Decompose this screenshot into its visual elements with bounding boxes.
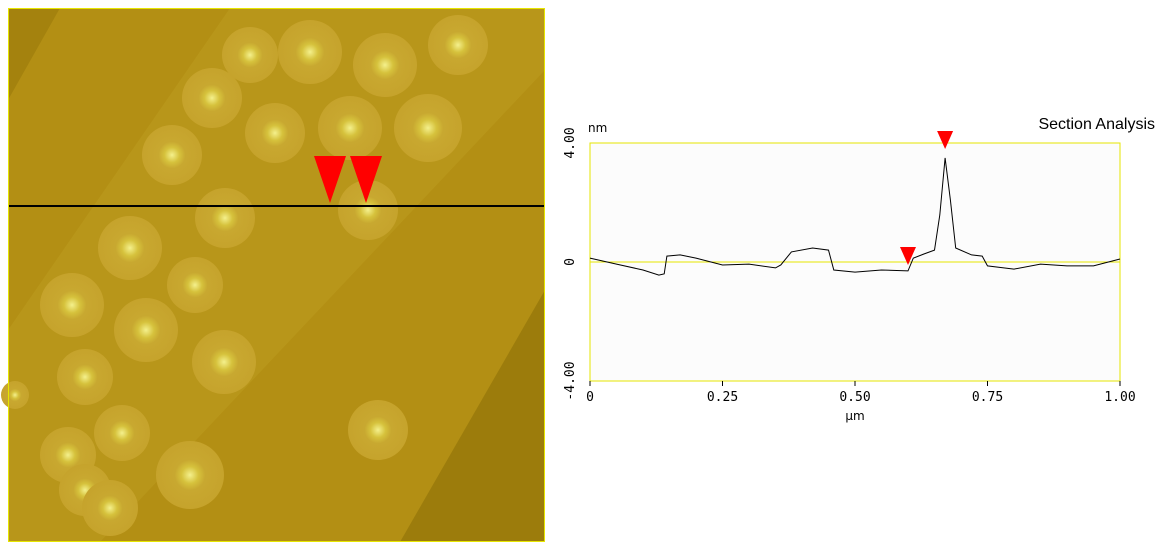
x-tick-label: 0 [586, 390, 594, 405]
chart-title: Section Analysis [1038, 116, 1155, 133]
x-tick-label: 1.00 [1104, 390, 1135, 405]
x-tick-label: 0.75 [972, 390, 1003, 405]
y-tick-label: 0 [563, 258, 578, 266]
x-axis-label: µm [845, 409, 864, 423]
section-chart: Section Analysis nm µm -4.00 0 4.00 0 0.25 0.… [563, 116, 1155, 423]
page: Section Analysis nm µm -4.00 0 4.00 0 0.25 0.… [0, 0, 1158, 542]
y-tick-label: -4.00 [563, 361, 578, 400]
x-tick-label: 0.25 [707, 390, 738, 405]
x-tick-label: 0.50 [839, 390, 870, 405]
screen: Section Analysis nm µm -4.00 0 4.00 0 0.25 0.… [0, 0, 1158, 542]
y-axis-label: nm [588, 121, 607, 135]
y-tick-label: 4.00 [563, 127, 578, 158]
afm-image [1, 8, 545, 542]
